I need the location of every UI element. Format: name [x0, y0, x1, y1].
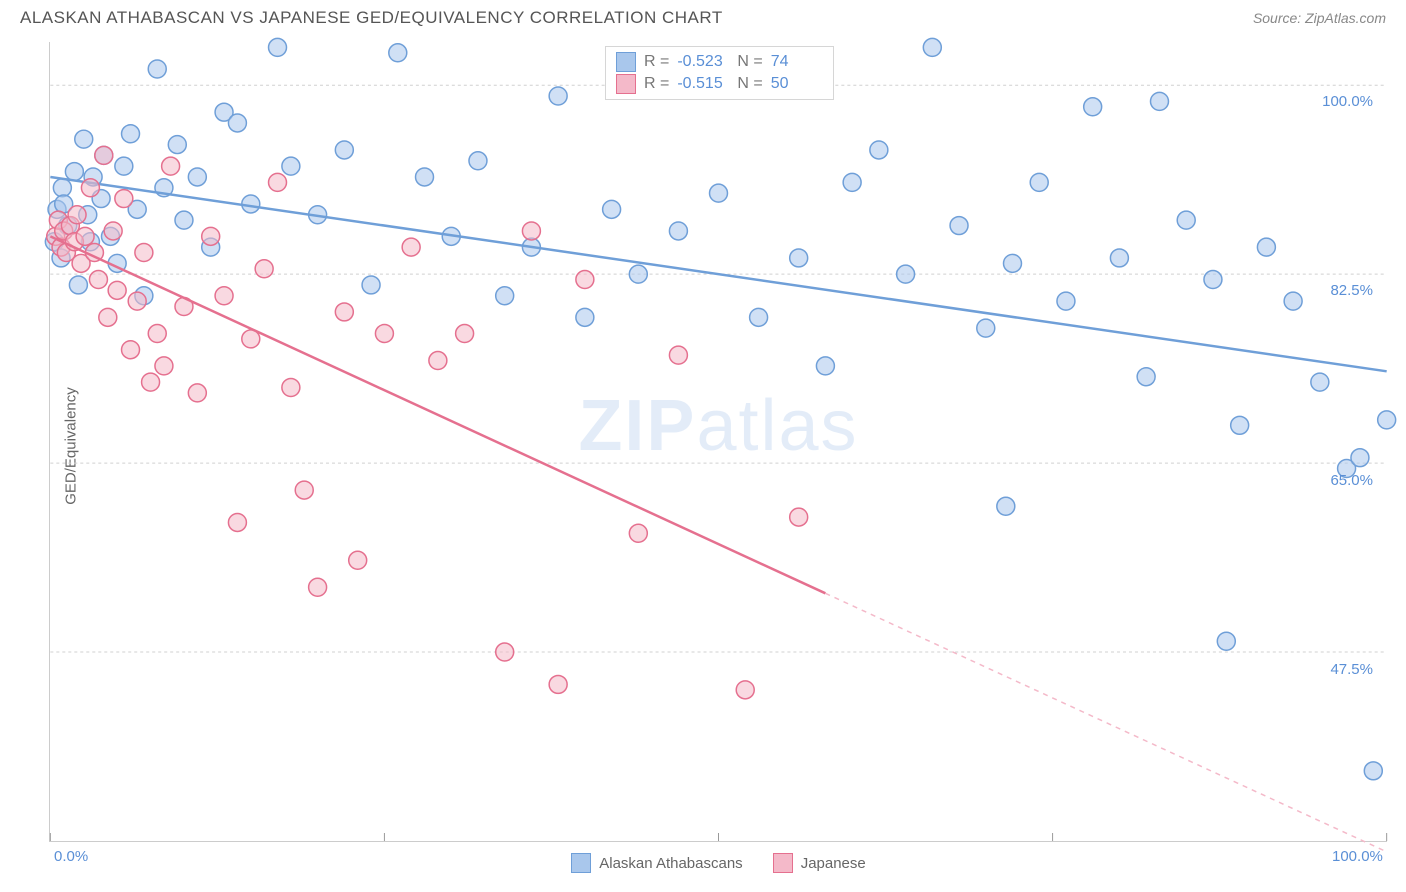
chart-header: ALASKAN ATHABASCAN VS JAPANESE GED/EQUIV…: [0, 0, 1406, 32]
y-tick-label: 100.0%: [1322, 93, 1373, 110]
source-prefix: Source:: [1253, 10, 1305, 26]
stat-n-label: N =: [737, 75, 762, 93]
stat-r-label: R =: [644, 53, 669, 71]
stat-n-value: 50: [771, 75, 823, 93]
swatch-series-0: [571, 853, 591, 873]
chart-title: ALASKAN ATHABASCAN VS JAPANESE GED/EQUIV…: [20, 8, 723, 28]
y-tick-label: 47.5%: [1330, 661, 1373, 678]
stat-n-label: N =: [737, 53, 762, 71]
stat-row: R = -0.515 N = 50: [616, 73, 823, 95]
source-attribution: Source: ZipAtlas.com: [1253, 10, 1386, 26]
stat-r-value: -0.523: [677, 53, 729, 71]
swatch-series-1: [616, 74, 636, 94]
legend-bottom: Alaskan Athabascans Japanese: [50, 853, 1387, 873]
x-tick-label: 0.0%: [54, 848, 88, 865]
stat-n-value: 74: [771, 53, 823, 71]
scatter-plot-svg: [50, 42, 1387, 841]
y-tick-label: 65.0%: [1330, 472, 1373, 489]
legend-item: Alaskan Athabascans: [571, 853, 742, 873]
correlation-stat-box: R = -0.523 N = 74 R = -0.515 N = 50: [605, 46, 834, 100]
swatch-series-0: [616, 52, 636, 72]
legend-item: Japanese: [773, 853, 866, 873]
legend-label: Alaskan Athabascans: [599, 855, 742, 872]
swatch-series-1: [773, 853, 793, 873]
legend-label: Japanese: [801, 855, 866, 872]
x-tick-label: 100.0%: [1332, 848, 1383, 865]
y-tick-label: 82.5%: [1330, 282, 1373, 299]
stat-row: R = -0.523 N = 74: [616, 51, 823, 73]
source-name: ZipAtlas.com: [1305, 10, 1386, 26]
stat-r-label: R =: [644, 75, 669, 93]
plot-area: ZIPatlas R = -0.523 N = 74 R = -0.515 N …: [49, 42, 1387, 842]
stat-r-value: -0.515: [677, 75, 729, 93]
